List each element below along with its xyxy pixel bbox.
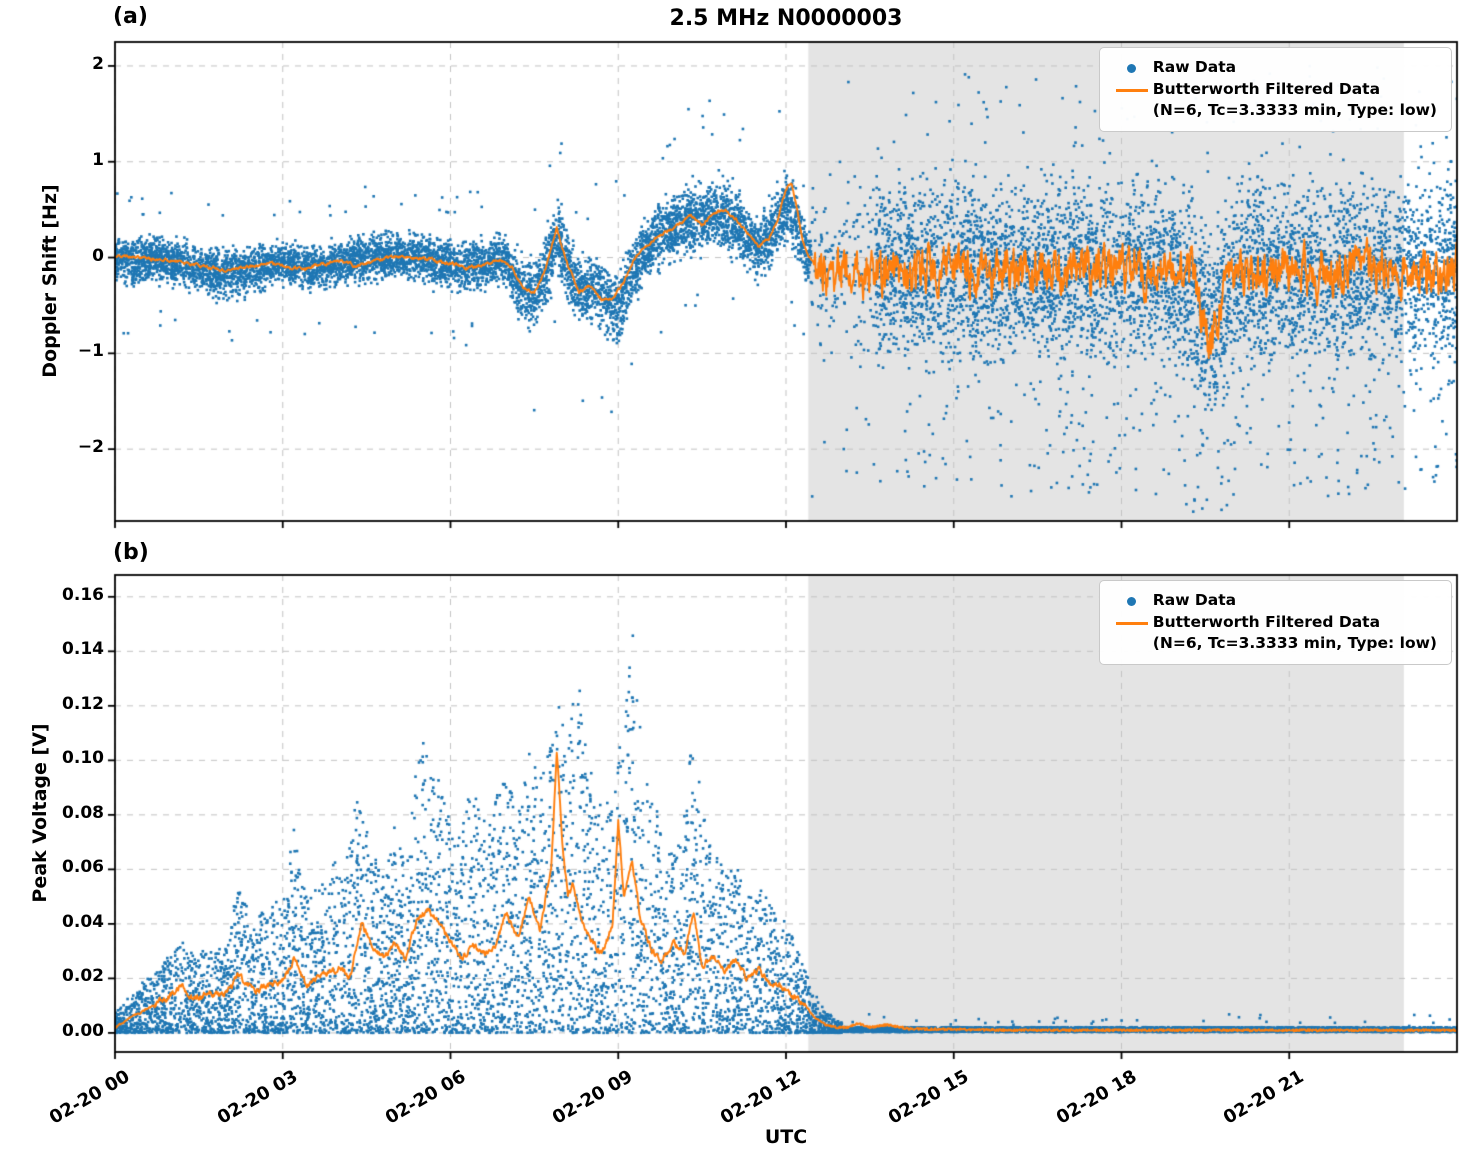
y-tick-label: 0.14: [62, 639, 104, 660]
legend-entry-raw: Raw Data: [1111, 57, 1437, 79]
legend-filtered-label: Butterworth Filtered Data: [1152, 612, 1381, 631]
y-tick-label: 0.06: [62, 857, 104, 878]
legend-raw-label: Raw Data: [1152, 58, 1237, 76]
filtered-line-icon: [1115, 88, 1148, 92]
panel-b-label: (b): [113, 540, 149, 565]
y-tick-label: 0.12: [62, 693, 104, 714]
raw-data-dot-icon: [1127, 64, 1137, 73]
legend-entry-filtered: Butterworth Filtered Data (N=6, Tc=3.3333…: [1111, 612, 1437, 655]
y-tick-label: 0.04: [62, 911, 104, 932]
y-tick-label: −2: [77, 437, 104, 458]
y-tick-label: 0.00: [62, 1020, 104, 1041]
y-tick-label: 0.10: [62, 748, 104, 769]
x-axis-label: UTC: [764, 1126, 808, 1148]
legend-panel-b: Raw Data Butterworth Filtered Data (N=6, …: [1098, 580, 1452, 666]
y-tick-label: 1: [92, 149, 104, 170]
legend-filtered-label: Butterworth Filtered Data: [1152, 79, 1381, 98]
chart-title: 2.5 MHz N0000003: [669, 6, 903, 31]
y-tick-label: 0: [92, 245, 104, 266]
y-tick-label: 0.08: [62, 802, 104, 823]
y-tick-label: −1: [77, 341, 104, 362]
y-tick-label: 0.16: [62, 584, 104, 605]
filtered-line-icon: [1115, 621, 1148, 625]
legend-filtered-sub: (N=6, Tc=3.3333 min, Type: low): [1152, 101, 1437, 120]
y-tick-label: 0.02: [62, 966, 104, 987]
raw-data-dot-icon: [1127, 597, 1137, 606]
y-tick-label: 2: [92, 53, 104, 74]
legend-entry-raw: Raw Data: [1111, 590, 1437, 612]
legend-entry-filtered: Butterworth Filtered Data (N=6, Tc=3.3333…: [1111, 79, 1437, 122]
legend-raw-label: Raw Data: [1152, 591, 1237, 609]
legend-panel-a: Raw Data Butterworth Filtered Data (N=6, …: [1098, 47, 1452, 133]
legend-filtered-sub: (N=6, Tc=3.3333 min, Type: low): [1152, 634, 1437, 653]
panel-a-label: (a): [113, 4, 148, 29]
